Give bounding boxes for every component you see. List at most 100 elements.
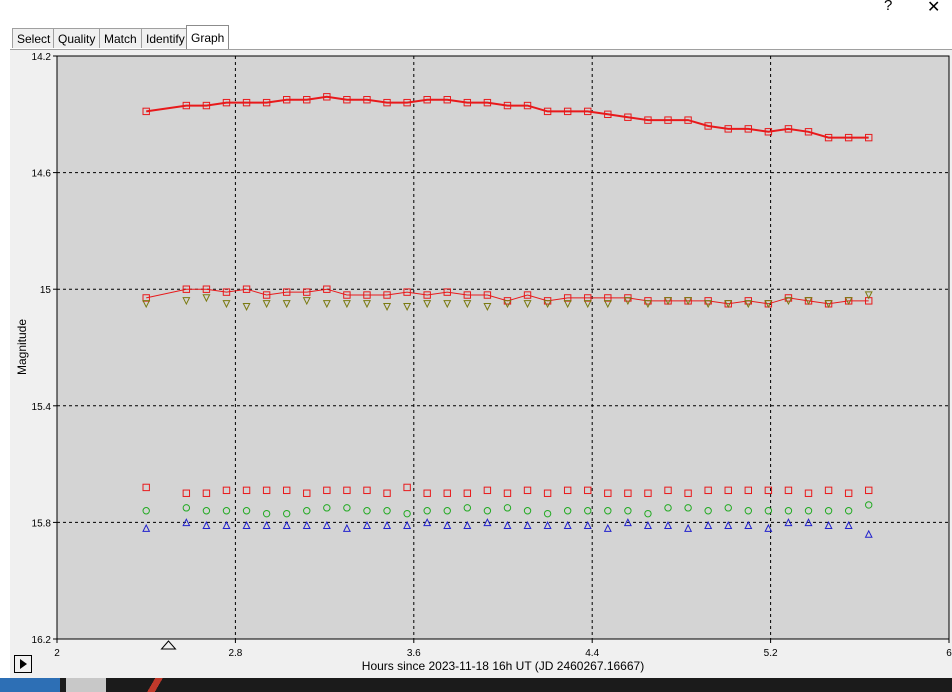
data-point xyxy=(824,520,833,530)
tab-graph[interactable]: Graph xyxy=(186,25,230,49)
data-point xyxy=(483,98,492,107)
data-point xyxy=(222,300,231,309)
data-point xyxy=(242,520,251,530)
data-point xyxy=(824,507,833,515)
taskbar-start-area[interactable] xyxy=(0,678,60,692)
data-point xyxy=(463,520,472,530)
data-point xyxy=(182,297,191,306)
data-point xyxy=(303,489,311,497)
y-tick-label: 15 xyxy=(40,285,52,296)
data-point xyxy=(142,523,151,532)
close-button[interactable]: ✕ xyxy=(927,0,941,16)
y-tick-label: 15.8 xyxy=(32,518,52,529)
help-button[interactable]: ? xyxy=(884,0,893,14)
data-point xyxy=(844,297,853,306)
y-axis-label: Magnitude xyxy=(15,319,29,375)
data-point xyxy=(202,507,211,515)
data-point xyxy=(864,529,873,538)
window-titlebar: ? ✕ xyxy=(0,0,952,20)
data-point xyxy=(503,101,512,110)
data-point xyxy=(844,133,853,142)
data-point xyxy=(423,291,431,299)
data-point xyxy=(664,504,672,512)
data-point xyxy=(343,486,351,495)
data-point xyxy=(323,93,331,101)
data-point xyxy=(844,489,853,497)
tab-match[interactable]: Match xyxy=(99,28,142,48)
data-point xyxy=(362,520,371,530)
data-point xyxy=(303,507,311,515)
data-point xyxy=(202,285,211,293)
data-point xyxy=(363,96,371,104)
data-point xyxy=(684,504,692,512)
data-point xyxy=(543,520,552,530)
data-point xyxy=(563,107,572,116)
data-point xyxy=(503,489,512,497)
data-point xyxy=(563,486,572,495)
data-point xyxy=(262,98,271,107)
play-button[interactable] xyxy=(14,655,32,673)
data-point xyxy=(804,128,813,136)
data-point xyxy=(844,507,853,515)
data-point xyxy=(523,486,532,495)
tab-identify[interactable]: Identify xyxy=(141,28,190,48)
data-point xyxy=(603,523,612,532)
data-point xyxy=(603,300,612,309)
data-point xyxy=(282,486,291,495)
data-point xyxy=(764,128,773,136)
data-point xyxy=(584,486,592,495)
data-point xyxy=(423,96,431,104)
data-point xyxy=(322,520,331,530)
data-point xyxy=(684,523,693,532)
data-point xyxy=(684,297,693,306)
data-point xyxy=(804,507,813,515)
data-point xyxy=(202,489,211,497)
x-tick-label: 4.4 xyxy=(585,648,599,659)
data-point xyxy=(523,520,532,530)
data-point xyxy=(503,504,512,512)
data-point xyxy=(744,300,753,309)
data-point xyxy=(142,483,150,492)
data-point xyxy=(724,300,733,309)
data-point xyxy=(142,107,150,116)
data-point xyxy=(242,486,251,495)
taskbar-app[interactable] xyxy=(66,678,106,692)
data-point xyxy=(623,297,632,306)
data-point xyxy=(363,507,371,515)
data-point xyxy=(202,101,211,110)
data-point xyxy=(744,507,752,515)
data-point xyxy=(323,486,331,495)
data-point xyxy=(423,507,431,515)
data-point xyxy=(443,96,451,104)
data-point xyxy=(865,486,873,495)
data-point xyxy=(423,518,432,527)
data-point xyxy=(362,300,371,309)
data-point xyxy=(584,294,592,302)
tab-select[interactable]: Select xyxy=(12,28,56,48)
data-point xyxy=(523,101,532,110)
data-point xyxy=(303,288,311,296)
data-point xyxy=(322,300,331,309)
plot-area[interactable] xyxy=(56,55,950,640)
data-point xyxy=(282,509,291,518)
data-point xyxy=(323,285,331,293)
y-tick-label: 16.2 xyxy=(32,635,52,646)
y-tick-label: 14.6 xyxy=(32,169,52,180)
data-point xyxy=(824,133,833,142)
data-point xyxy=(423,300,432,309)
series-4 xyxy=(142,483,873,497)
data-point xyxy=(543,509,552,518)
data-point xyxy=(403,520,412,530)
data-point xyxy=(584,107,592,116)
data-point xyxy=(483,518,492,527)
data-point xyxy=(443,489,451,497)
data-point xyxy=(282,96,291,104)
data-point xyxy=(383,520,392,530)
data-point xyxy=(583,520,592,530)
data-point xyxy=(704,486,712,495)
data-point xyxy=(182,504,191,512)
triangle-marker-icon[interactable] xyxy=(160,640,177,650)
data-point xyxy=(624,489,632,497)
data-point xyxy=(704,122,712,130)
